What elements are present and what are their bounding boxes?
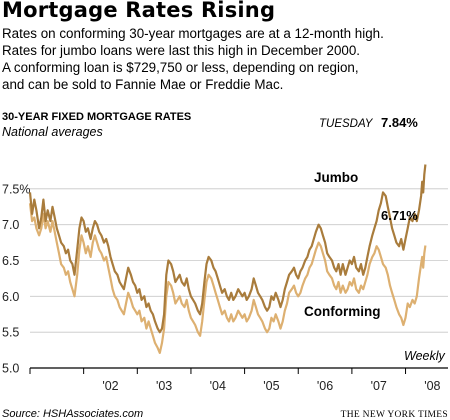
- x-tick-label: '07: [371, 379, 387, 393]
- conforming-series-line: [28, 203, 427, 354]
- x-axis-ticks: [29, 368, 407, 374]
- y-axis-labels: 5.0 5.5 6.0 6.5 7.0 7.5%: [2, 182, 31, 375]
- chart-title: 30-YEAR FIXED MORTGAGE RATES: [2, 111, 191, 123]
- y-tick-label: 5.5: [2, 326, 19, 340]
- jumbo-series-label: Jumbo: [314, 170, 358, 185]
- series-lines: [28, 164, 427, 354]
- headline: Mortgage Rates Rising: [2, 0, 276, 22]
- frequency-label: Weekly: [404, 349, 446, 363]
- source-note: Source: HSHAssociates.com: [2, 408, 143, 420]
- x-tick-label: '08: [424, 379, 440, 393]
- jumbo-series-line: [28, 164, 427, 334]
- y-tick-label: 7.5%: [2, 182, 31, 196]
- y-tick-label: 7.0: [2, 218, 19, 232]
- y-tick-label: 5.0: [2, 362, 19, 376]
- dek-line: Rates for jumbo loans were last this hig…: [2, 43, 361, 58]
- x-tick-label: '06: [317, 379, 333, 393]
- x-tick-label: '04: [210, 379, 226, 393]
- credit-line: THE NEW YORK TIMES: [341, 410, 448, 420]
- dek-line: A conforming loan is $729,750 or less, d…: [2, 60, 359, 75]
- latest-date-label: TUESDAY: [319, 118, 374, 130]
- x-axis-labels: '02 '03 '04 '05 '06 '07 '08: [102, 379, 440, 393]
- dek: Rates on conforming 30-year mortgages ar…: [2, 25, 448, 93]
- chart-subtitle: National averages: [2, 125, 103, 139]
- y-tick-label: 6.5: [2, 254, 19, 268]
- y-tick-label: 6.0: [2, 290, 19, 304]
- jumbo-latest-value: 7.84%: [381, 115, 418, 130]
- x-tick-label: '02: [102, 379, 118, 393]
- conforming-series-label: Conforming: [304, 304, 381, 319]
- x-tick-label: '05: [263, 379, 279, 393]
- dek-line: and can be sold to Fannie Mae or Freddie…: [2, 77, 284, 92]
- x-tick-label: '03: [156, 379, 172, 393]
- dek-line: Rates on conforming 30-year mortgages ar…: [2, 26, 384, 41]
- mortgage-rates-chart: 30-YEAR FIXED MORTGAGE RATES National av…: [2, 111, 448, 420]
- conforming-latest-value: 6.71%: [381, 208, 418, 223]
